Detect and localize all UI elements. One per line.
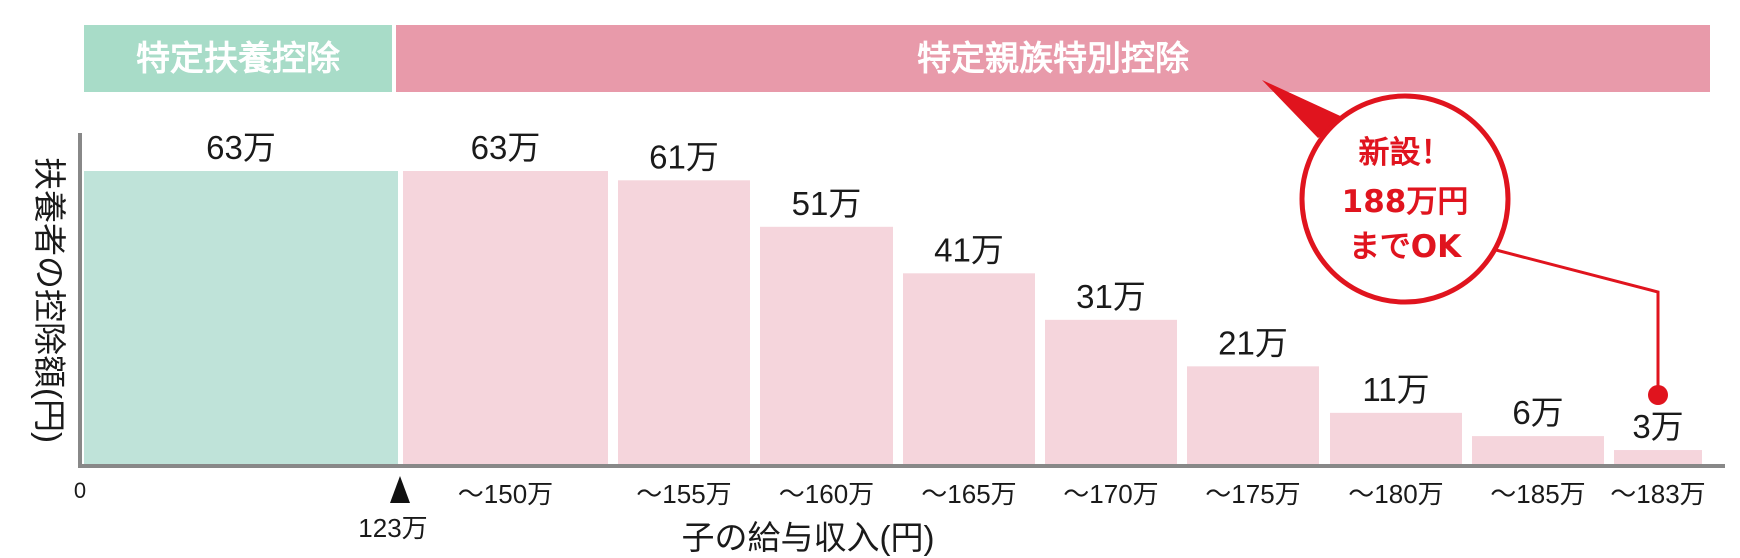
bar-4 <box>903 273 1035 464</box>
bar-9 <box>1614 450 1702 464</box>
bar-value-label-7: 11万 <box>1362 371 1429 408</box>
y-axis-title: 扶養者の控除額(円) <box>31 157 68 443</box>
x-tick-label-8: ～185万 <box>1490 479 1585 509</box>
header-specific-relative-bar <box>396 25 1710 92</box>
bar-value-label-9: 3万 <box>1632 408 1683 445</box>
x-origin-label: 0 <box>74 478 86 503</box>
bar-value-label-3: 51万 <box>792 185 862 222</box>
x-axis-title: 子の給与収入(円) <box>682 519 935 556</box>
x-tick-label-3: ～160万 <box>779 479 874 509</box>
bar-value-label-1: 63万 <box>471 129 541 166</box>
bar-value-label-8: 6万 <box>1512 394 1563 431</box>
bar-8 <box>1472 436 1604 464</box>
bar-5 <box>1045 319 1177 464</box>
x-tick-label-1: ～150万 <box>458 479 553 509</box>
x-tick-label-5: ～170万 <box>1063 479 1158 509</box>
x-tick-label-4: ～165万 <box>921 479 1016 509</box>
value-labels-layer: 63万 63万 61万 51万 41万 31万 21万 11万 6万 3万 <box>206 129 1684 445</box>
x-tick-label-9: ～183万 <box>1610 479 1705 509</box>
bar-7 <box>1330 412 1462 464</box>
callout-leader-line <box>1495 248 1660 395</box>
bar-2 <box>618 180 750 465</box>
x-tick-labels-layer: ～150万 ～155万 ～160万 ～165万 ～170万 ～175万 ～180万 ～185万… <box>458 479 1706 509</box>
bar-value-label-5: 31万 <box>1076 278 1146 315</box>
bar-6 <box>1187 366 1319 464</box>
threshold-label: 123万 <box>358 513 427 543</box>
callout-leader-dot <box>1648 385 1668 405</box>
new-limit-callout: 新設！ 188万円 までOK <box>1262 80 1668 405</box>
bar-value-label-6: 21万 <box>1218 324 1288 361</box>
bar-value-label-0: 63万 <box>206 129 276 166</box>
bar-value-label-2: 61万 <box>649 138 719 175</box>
callout-line-2: 188万円 <box>1342 184 1469 220</box>
group-headers: 特定扶養控除 特定親族特別控除 <box>84 25 1710 92</box>
callout-line-1: 新設！ <box>1359 135 1452 171</box>
x-tick-label-2: ～155万 <box>636 479 731 509</box>
x-tick-label-6: ～175万 <box>1205 479 1300 509</box>
callout-line-3: までOK <box>1349 229 1462 265</box>
bar-value-label-4: 41万 <box>934 231 1004 268</box>
header-specific-dependent-label: 特定扶養控除 <box>136 39 341 79</box>
bars-layer <box>84 171 1702 465</box>
bar-1 <box>403 171 608 464</box>
threshold-marker-icon <box>390 476 410 503</box>
header-specific-relative-label: 特定親族特別控除 <box>917 39 1190 79</box>
x-tick-label-7: ～180万 <box>1348 479 1443 509</box>
bar-3 <box>760 226 893 464</box>
header-specific-dependent-bar <box>84 25 392 92</box>
bar-0 <box>84 171 398 464</box>
callout-circle <box>1299 93 1511 305</box>
callout-pointer <box>1262 80 1349 138</box>
